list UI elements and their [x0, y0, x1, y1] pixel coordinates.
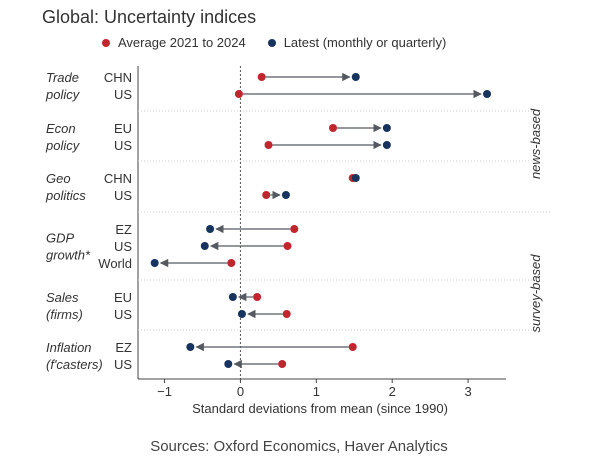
latest-point	[351, 174, 360, 182]
row-label: US	[114, 138, 132, 153]
row-label: EU	[114, 121, 132, 136]
average-point	[278, 360, 287, 368]
average-point	[253, 293, 262, 301]
latest-point	[224, 360, 233, 368]
latest-point	[351, 73, 360, 81]
row-label: US	[114, 239, 132, 254]
legend-latest-label: Latest (monthly or quarterly)	[283, 35, 447, 50]
latest-point	[228, 293, 237, 301]
x-axis-label: Standard deviations from mean (since 199…	[192, 401, 448, 416]
legend: Average 2021 to 2024 Latest (monthly or …	[102, 35, 446, 50]
group-label: Inflation	[46, 340, 92, 355]
x-tick-label: 0	[237, 384, 244, 399]
row-label: CHN	[104, 70, 132, 85]
section-label-news: news-based	[528, 108, 543, 179]
row-label: EZ	[115, 222, 132, 237]
average-point	[262, 191, 271, 199]
source-note: Sources: Oxford Economics, Haver Analyti…	[150, 438, 448, 455]
group-label: (f'casters)	[46, 357, 103, 372]
row-label: US	[114, 188, 132, 203]
average-point	[257, 73, 266, 81]
group-label: politics	[45, 188, 86, 203]
row-label: US	[114, 307, 132, 322]
row-label: CHN	[104, 171, 132, 186]
average-point	[282, 310, 291, 318]
row-label: US	[114, 357, 132, 372]
chart-title: Global: Uncertainty indices	[42, 7, 257, 27]
latest-point	[281, 191, 290, 199]
row-label: World	[98, 256, 132, 271]
group-label: Sales	[46, 290, 79, 305]
average-point	[227, 259, 236, 267]
group-label: Geo	[46, 171, 71, 186]
group-label: Trade	[46, 70, 79, 85]
x-tick-label: −1	[157, 384, 172, 399]
x-tick-label: 1	[313, 384, 320, 399]
row-label: US	[114, 87, 132, 102]
latest-point	[186, 343, 195, 351]
latest-point	[382, 124, 391, 132]
average-point	[283, 242, 292, 250]
group-label: Econ	[46, 121, 76, 136]
latest-point	[200, 242, 209, 250]
row-label: EZ	[115, 340, 132, 355]
latest-point	[382, 141, 391, 149]
average-point	[290, 225, 299, 233]
group-label: growth*	[46, 248, 91, 263]
average-point	[348, 343, 357, 351]
latest-point	[483, 90, 492, 98]
group-label: policy	[45, 138, 81, 153]
row-label: EU	[114, 290, 132, 305]
latest-point	[206, 225, 215, 233]
section-label-survey: survey-based	[528, 254, 543, 333]
group-label: policy	[45, 87, 81, 102]
legend-average-marker	[102, 38, 110, 47]
group-label: (firms)	[46, 307, 83, 322]
latest-point	[237, 310, 246, 318]
legend-latest-marker	[267, 38, 276, 47]
average-point	[264, 141, 273, 149]
group-label: GDP	[46, 231, 75, 246]
legend-average-label: Average 2021 to 2024	[118, 35, 246, 50]
average-point	[329, 124, 338, 132]
latest-point	[150, 259, 159, 267]
legend-item-latest: Latest (monthly or quarterly)	[267, 35, 447, 50]
x-tick-label: 2	[389, 384, 396, 399]
legend-item-average: Average 2021 to 2024	[102, 35, 246, 50]
x-tick-label: 3	[464, 384, 471, 399]
average-point	[234, 90, 243, 98]
